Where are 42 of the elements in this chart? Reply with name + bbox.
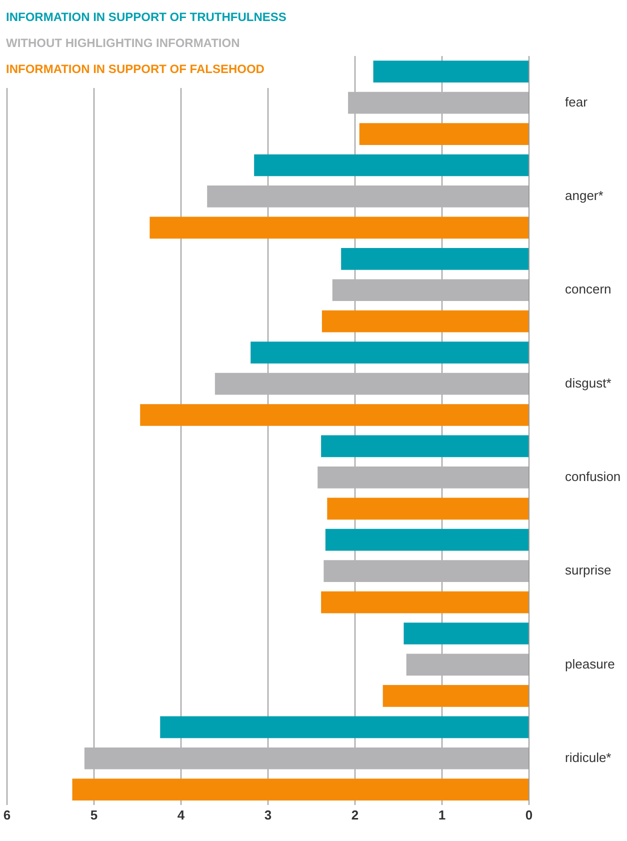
bar — [341, 248, 528, 270]
text: INFORMATION IN SUPPORT OF FALSEHOOD — [6, 61, 266, 78]
y-tick-label: ridicule* — [565, 750, 612, 765]
bar — [382, 685, 528, 707]
x-tick-label: 6 — [3, 808, 11, 823]
x-tick-label: 5 — [90, 808, 98, 823]
bar — [160, 716, 528, 738]
bar — [373, 60, 528, 83]
bar — [254, 154, 528, 176]
bar — [332, 279, 528, 302]
x-tick-label: 1 — [438, 808, 446, 823]
bar — [72, 778, 528, 801]
bar — [214, 372, 528, 395]
x-tick-label: 3 — [264, 808, 272, 823]
bar — [140, 404, 528, 426]
bar — [321, 591, 528, 614]
text: WITHOUT HIGHLIGHTING INFORMATION — [6, 35, 241, 52]
bar — [359, 123, 528, 145]
y-tick-label: fear — [565, 94, 588, 110]
y-tick-label: concern — [565, 282, 612, 297]
y-tick-label: surprise — [565, 562, 612, 578]
bar — [207, 186, 528, 208]
bar — [84, 747, 528, 770]
bar — [250, 342, 528, 364]
y-tick-label: disgust* — [565, 375, 612, 390]
bar — [325, 528, 528, 551]
text: INFORMATION IN SUPPORT OF TRUTHFULNESS — [6, 9, 286, 26]
bar — [406, 654, 528, 676]
x-tick-label: 0 — [525, 808, 533, 823]
bar — [150, 216, 528, 239]
bar — [318, 466, 528, 488]
y-tick-label: pleasure — [565, 656, 615, 672]
y-tick-label: anger* — [565, 188, 604, 204]
bar — [404, 622, 528, 644]
x-tick-label: 2 — [351, 808, 359, 823]
bar — [348, 92, 528, 114]
y-tick-label: confusion — [565, 469, 621, 484]
bar — [327, 498, 528, 520]
x-tick-label: 4 — [177, 808, 186, 823]
bar — [324, 560, 528, 582]
bar — [322, 310, 528, 332]
bar — [321, 435, 528, 458]
